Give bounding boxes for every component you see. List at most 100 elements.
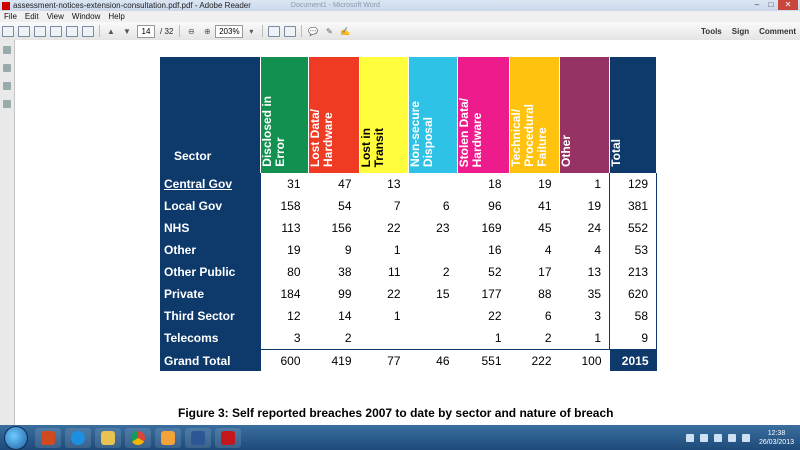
- row-total: 381: [609, 195, 657, 217]
- table-cell: [409, 327, 458, 350]
- zoom-in-icon[interactable]: ⊕: [203, 26, 211, 36]
- previous-page-icon[interactable]: ▲: [107, 26, 115, 36]
- column-header: Lost Data/ Hardware: [308, 57, 360, 173]
- table-cell: 47: [338, 177, 352, 191]
- volume-icon[interactable]: [741, 433, 750, 442]
- table-cell: 4: [544, 243, 552, 257]
- layers-icon[interactable]: [3, 100, 11, 108]
- adobe-reader-taskbar-icon[interactable]: [215, 427, 241, 448]
- separator: [301, 25, 303, 37]
- table-cell: 54: [338, 199, 352, 213]
- column-header: Disclosed in Error: [260, 57, 309, 173]
- header-row: Sector Disclosed in Error Lost Data/ Har…: [160, 57, 657, 173]
- menu-window[interactable]: Window: [71, 12, 101, 21]
- sector-label: Third Sector: [160, 305, 261, 327]
- flag-icon[interactable]: [699, 433, 708, 442]
- save-icon[interactable]: [50, 25, 62, 37]
- table-cell: 38: [338, 265, 352, 279]
- column-header: Non-secure Disposal: [408, 57, 458, 173]
- page-thumbnails-icon[interactable]: [3, 46, 11, 54]
- table-cell: 158: [280, 199, 301, 213]
- table-cell: 24: [587, 221, 601, 235]
- table-row: Telecoms 3 2 1 2 1 9: [160, 327, 657, 350]
- clock[interactable]: 12:38 26/03/2013: [759, 429, 794, 447]
- table-cell: 1: [594, 177, 601, 191]
- start-button[interactable]: [4, 425, 28, 450]
- highlight-icon[interactable]: ✎: [325, 26, 333, 36]
- open-icon[interactable]: [2, 25, 14, 37]
- zoom-input[interactable]: 203%: [215, 24, 244, 38]
- table-cell: 16: [488, 243, 502, 257]
- fit-page-icon[interactable]: [268, 25, 281, 37]
- column-header: Technical/ Procedural Failure: [509, 57, 560, 173]
- sector-label: Local Gov: [160, 195, 261, 217]
- sign-button[interactable]: Sign: [731, 26, 750, 36]
- background-window-title: Document1 - Microsoft Word: [290, 2, 380, 9]
- comment-button[interactable]: Comment: [759, 26, 796, 36]
- table-cell: 11: [388, 265, 401, 279]
- menu-edit[interactable]: Edit: [24, 12, 39, 21]
- chevron-up-icon[interactable]: [685, 433, 694, 442]
- print-icon[interactable]: [66, 25, 78, 37]
- separator: [262, 25, 264, 37]
- outlook-taskbar-icon[interactable]: [155, 427, 181, 448]
- internet-explorer-taskbar-icon[interactable]: [65, 427, 91, 448]
- grand-total-row: Grand Total 600 419 77 46 551 222 100 20…: [160, 349, 657, 371]
- row-total: 129: [609, 173, 657, 195]
- comment-bubble-icon[interactable]: 💬: [308, 26, 319, 36]
- sign-icon[interactable]: ✍: [340, 26, 351, 36]
- file-explorer-taskbar-icon[interactable]: [95, 427, 121, 448]
- row-total: 620: [609, 283, 657, 305]
- row-total: 552: [609, 217, 657, 239]
- powerpoint-taskbar-icon[interactable]: [35, 427, 61, 448]
- network-icon[interactable]: [727, 433, 736, 442]
- close-button[interactable]: ✕: [778, 0, 798, 10]
- cloud-icon[interactable]: [34, 25, 46, 37]
- page-number-input[interactable]: 14: [137, 24, 155, 38]
- table-cell: 551: [457, 349, 510, 371]
- table-cell: 35: [587, 287, 601, 301]
- menu-help[interactable]: Help: [108, 12, 125, 21]
- sector-label: Private: [160, 283, 261, 305]
- next-page-icon[interactable]: ▼: [123, 26, 131, 36]
- minimize-button[interactable]: –: [754, 0, 760, 9]
- table-cell: 45: [538, 221, 552, 235]
- chrome-taskbar-icon[interactable]: [125, 427, 151, 448]
- menu-bar: File Edit View Window Help: [0, 11, 800, 22]
- taskbar: 12:38 26/03/2013: [0, 425, 800, 450]
- row-total: 9: [609, 327, 657, 350]
- monitor-icon[interactable]: [713, 433, 722, 442]
- fit-width-icon[interactable]: [284, 25, 297, 37]
- word-taskbar-icon[interactable]: [185, 427, 211, 448]
- menu-view[interactable]: View: [46, 12, 64, 21]
- table-cell: 3: [594, 309, 601, 323]
- table-cell: 3: [293, 331, 301, 345]
- create-icon[interactable]: [18, 25, 30, 37]
- tools-button[interactable]: Tools: [701, 26, 722, 36]
- table-row: Central Gov 31 47 13 18 19 1 129: [160, 173, 657, 195]
- total-header: Total: [609, 57, 657, 173]
- table-cell: 2: [344, 331, 352, 345]
- table-cell: 18: [488, 177, 502, 191]
- chevron-down-icon[interactable]: ▾: [249, 26, 254, 36]
- column-header: Stolen Data/ Hardware: [457, 57, 510, 173]
- maximize-button[interactable]: □: [768, 0, 774, 9]
- grand-total-label: Grand Total: [160, 349, 261, 371]
- table-cell: 2: [442, 265, 450, 279]
- table-row: Private 184 99 22 15 177 88 35 620: [160, 283, 657, 305]
- zoom-out-icon[interactable]: ⊖: [187, 26, 195, 36]
- table-row: Local Gov 158 54 7 6 96 41 19 381: [160, 195, 657, 217]
- table-cell: 14: [338, 309, 352, 323]
- menu-file[interactable]: File: [4, 12, 17, 21]
- bookmarks-icon[interactable]: [3, 64, 11, 72]
- table-cell: 1: [494, 331, 502, 345]
- table-cell: 419: [308, 349, 360, 371]
- title-bar: assessment-notices-extension-consultatio…: [0, 0, 800, 11]
- sector-label: Other Public: [160, 261, 261, 283]
- table-cell: 2: [544, 331, 552, 345]
- attachments-icon[interactable]: [3, 82, 11, 90]
- table-cell: 113: [281, 221, 301, 235]
- table-cell: 52: [488, 265, 502, 279]
- table-cell: 100: [559, 349, 610, 371]
- email-icon[interactable]: [82, 25, 94, 37]
